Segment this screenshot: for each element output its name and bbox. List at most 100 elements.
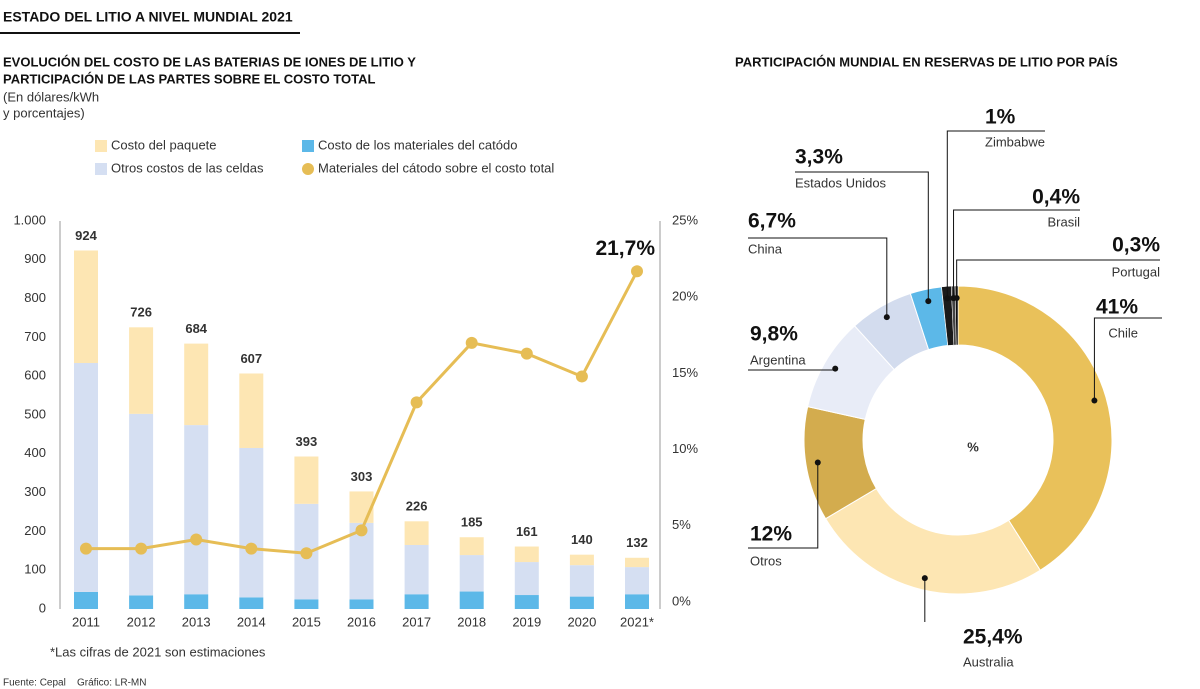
- bar-segment: [294, 456, 319, 504]
- total-label: 684: [185, 321, 207, 336]
- bar-segment: [625, 567, 649, 595]
- bar-segment: [239, 373, 264, 448]
- y2-tick-label: 20%: [672, 289, 698, 304]
- y-tick-label: 800: [24, 290, 46, 305]
- slice-name: China: [748, 241, 783, 256]
- legend-label: Otros costos de las celdas: [111, 160, 264, 175]
- leader-dot: [944, 295, 951, 302]
- legend-label: Materiales del cátodo sobre el costo tot…: [318, 160, 554, 175]
- x-tick-label: 2015: [292, 614, 321, 629]
- line-marker: [135, 542, 148, 555]
- leader-line: [795, 171, 929, 302]
- line-marker: [300, 547, 313, 560]
- x-tick-label: 2020: [567, 614, 596, 629]
- source: Fuente: Cepal: [3, 678, 66, 689]
- slice-value-label: 25,4%: [963, 626, 1023, 649]
- bar-segment: [129, 595, 154, 609]
- slice-value-label: 12%: [750, 523, 792, 546]
- line-marker: [520, 347, 533, 360]
- bar-segment: [239, 447, 264, 598]
- legend-label: Costo del paquete: [111, 137, 217, 152]
- leader-dot: [1091, 397, 1098, 404]
- leader-line: [748, 462, 819, 549]
- total-label: 132: [626, 535, 648, 550]
- x-tick-label: 2021*: [620, 614, 654, 629]
- leader-line: [953, 209, 1080, 299]
- slice-value-label: 41%: [1096, 296, 1138, 319]
- total-label: 726: [130, 305, 152, 320]
- y2-tick-label: 0%: [672, 593, 691, 608]
- slice-value-label: 0,3%: [1112, 234, 1160, 257]
- total-label: 924: [75, 228, 97, 243]
- total-label: 161: [516, 524, 538, 539]
- y-tick-label: 100: [24, 562, 46, 577]
- legend-swatch: [95, 140, 107, 152]
- total-label: 185: [461, 515, 483, 530]
- slice-value-label: 1%: [985, 106, 1016, 129]
- line-value-label: 21,7%: [595, 237, 655, 260]
- x-tick-label: 2013: [182, 614, 211, 629]
- slice-name: Portugal: [1112, 264, 1161, 279]
- x-tick-label: 2012: [127, 614, 156, 629]
- bar-segment: [404, 544, 429, 595]
- x-tick-label: 2018: [457, 614, 486, 629]
- total-label: 607: [240, 351, 262, 366]
- bar-segment: [294, 599, 319, 609]
- subtitle: (En dólares/kWh: [3, 89, 99, 104]
- bar-segment: [184, 343, 209, 426]
- y-tick-label: 0: [39, 600, 46, 615]
- slice-name: Zimbabwe: [985, 134, 1045, 149]
- leader-dot: [883, 314, 890, 321]
- y-tick-label: 500: [24, 406, 46, 421]
- x-tick-label: 2019: [512, 614, 541, 629]
- bar-segment: [514, 546, 539, 563]
- chart-title: EVOLUCIÓN DEL COSTO DE LAS BATERIAS DE I…: [3, 54, 416, 69]
- y-tick-label: 1.000: [13, 212, 46, 227]
- line-marker: [355, 524, 368, 537]
- bar-segment: [569, 565, 594, 597]
- slice-value-label: 3,3%: [795, 146, 843, 169]
- line-marker: [631, 265, 643, 278]
- bar-segment: [349, 491, 374, 523]
- total-label: 303: [351, 469, 373, 484]
- y2-tick-label: 25%: [672, 212, 698, 227]
- slice-name: Estados Unidos: [795, 175, 887, 190]
- center-label: %: [967, 439, 979, 454]
- y-tick-label: 200: [24, 523, 46, 538]
- note: *Las cifras de 2021 son estimaciones: [50, 644, 266, 659]
- slice-name: Brasil: [1047, 214, 1080, 229]
- pie-slice: [824, 487, 1041, 595]
- y-tick-label: 900: [24, 251, 46, 266]
- bar-segment: [74, 363, 98, 592]
- y-tick-label: 400: [24, 445, 46, 460]
- x-tick-label: 2016: [347, 614, 376, 629]
- slice-value-label: 9,8%: [750, 323, 798, 346]
- bar-segment: [569, 596, 594, 609]
- bar-segment: [184, 594, 209, 609]
- slice-value-label: 0,4%: [1032, 186, 1080, 209]
- leader-dot: [925, 298, 932, 305]
- y2-tick-label: 5%: [672, 517, 691, 532]
- bar-segment: [129, 413, 154, 596]
- bar-segment: [514, 595, 539, 609]
- line-marker: [190, 533, 203, 546]
- leader-dot: [921, 575, 928, 582]
- leader-line: [748, 237, 888, 318]
- bar-segment: [129, 327, 154, 414]
- credit: Gráfico: LR-MN: [77, 678, 146, 689]
- line-marker: [575, 370, 588, 383]
- subtitle: y porcentajes): [3, 105, 85, 120]
- line-marker: [410, 396, 423, 409]
- chart-title: PARTICIPACIÓN DE LAS PARTES SOBRE EL COS…: [3, 71, 376, 86]
- bar-segment: [239, 597, 264, 609]
- total-label: 393: [296, 434, 318, 449]
- leader-dot: [953, 295, 960, 302]
- slice-value-label: 6,7%: [748, 210, 796, 233]
- legend-swatch: [302, 163, 314, 175]
- bar-segment: [349, 599, 374, 609]
- bar-segment: [459, 591, 484, 609]
- leader-line: [1093, 317, 1162, 401]
- bar-segment: [514, 562, 539, 596]
- bar-segment: [459, 537, 484, 556]
